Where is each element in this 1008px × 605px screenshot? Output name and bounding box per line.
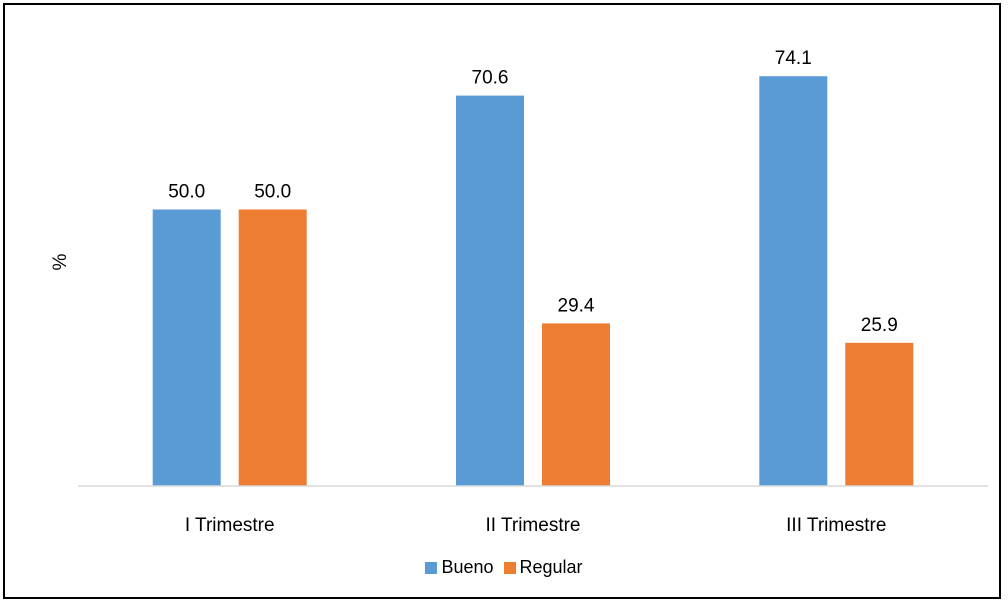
legend-item-bueno: Bueno	[425, 557, 494, 578]
data-label-regular-1: 50.0	[254, 182, 291, 203]
data-label-bueno-1: 50.0	[168, 182, 205, 203]
bar-regular-3	[845, 342, 914, 486]
legend-swatch-bueno	[425, 561, 438, 574]
data-label-bueno-3: 74.1	[775, 48, 812, 69]
data-label-regular-2: 29.4	[558, 295, 595, 316]
legend-label-bueno: Bueno	[441, 557, 494, 577]
bar-bueno-1	[152, 209, 221, 486]
x-tick-label-1: I Trimestre	[185, 515, 275, 536]
bar-bueno-3	[759, 76, 828, 486]
x-tick-label-2: II Trimestre	[485, 515, 580, 536]
legend: Bueno Regular	[0, 557, 1008, 578]
legend-item-regular: Regular	[503, 557, 583, 578]
bar-bueno-2	[456, 95, 524, 486]
bar-regular-2	[542, 323, 610, 486]
legend-swatch-regular	[503, 561, 516, 574]
value-labels-group: 50.0 50.0 70.6 29.4 74.1 25.9	[168, 48, 898, 336]
data-label-regular-3: 25.9	[861, 315, 898, 336]
data-label-bueno-2: 70.6	[472, 68, 509, 89]
x-tick-label-3: III Trimestre	[786, 515, 886, 536]
bars-group	[152, 76, 914, 486]
legend-label-regular: Regular	[519, 557, 583, 577]
bar-regular-1	[238, 209, 307, 486]
tick-labels-group: I Trimestre II Trimestre III Trimestre	[185, 515, 887, 536]
